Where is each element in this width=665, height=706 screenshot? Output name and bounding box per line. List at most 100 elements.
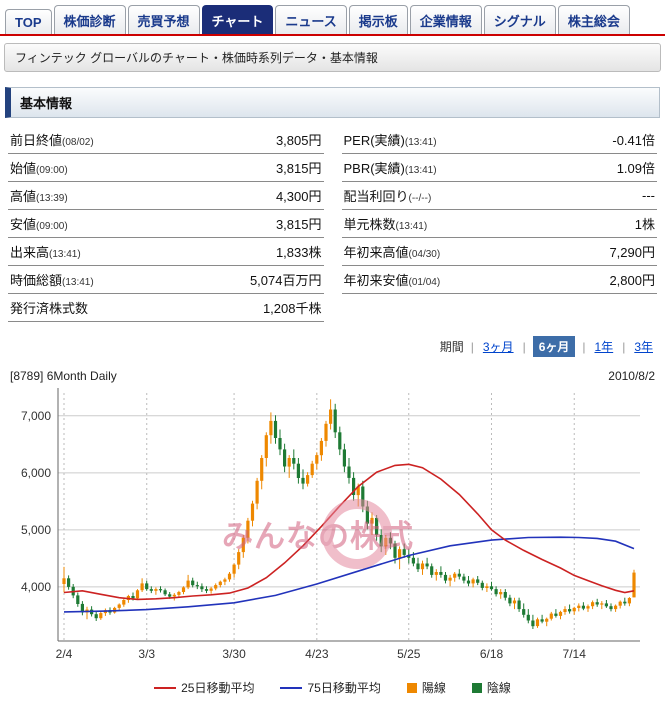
info-value: 4,300円 — [177, 181, 324, 210]
info-label: 年初来安値(01/04) — [341, 265, 553, 294]
period-option-1[interactable]: 3ヶ月 — [482, 340, 514, 354]
separator: | — [470, 339, 474, 354]
nav-tab-1[interactable]: TOP — [5, 9, 52, 34]
legend-label: 75日移動平均 — [307, 681, 381, 695]
legend-item-1: 25日移動平均 — [154, 679, 254, 696]
info-label: 出来高(13:41) — [8, 237, 178, 266]
info-row: 年初来高値(04/30) 7,290円 — [341, 237, 657, 266]
info-label-time: (01/04) — [408, 277, 441, 288]
info-label: 発行済株式数 — [8, 293, 178, 322]
nav-tab-4[interactable]: チャート — [201, 5, 274, 34]
info-value: 1,833株 — [177, 237, 324, 266]
info-value: 1.09倍 — [552, 153, 657, 182]
info-table-right-body: PER(実績)(13:41) -0.41倍 PBR(実績)(13:41) 1.09倍配… — [341, 126, 657, 294]
svg-text:6/18: 6/18 — [480, 647, 504, 661]
info-value: 1株 — [552, 209, 657, 238]
legend-line-swatch — [154, 686, 177, 689]
info-label: PBR(実績)(13:41) — [341, 153, 553, 182]
info-label-time: (--/--) — [408, 193, 432, 204]
section-header: 基本情報 — [5, 87, 660, 118]
candles-layer — [62, 399, 636, 629]
info-row: 単元株数(13:41) 1株 — [341, 209, 657, 238]
info-row: 安値(09:00) 3,815円 — [8, 209, 324, 238]
nav-tab-7[interactable]: 企業情報 — [409, 5, 482, 34]
info-label: PER(実績)(13:41) — [341, 126, 553, 154]
info-value: -0.41倍 — [552, 126, 657, 154]
info-label: 配当利回り(--/--) — [341, 181, 553, 210]
svg-text:4,000: 4,000 — [21, 580, 51, 594]
svg-text:6,000: 6,000 — [21, 466, 51, 480]
info-value: 5,074百万円 — [177, 265, 324, 294]
axis-layer — [57, 388, 640, 642]
info-value: 3,815円 — [177, 209, 324, 238]
info-value: 1,208千株 — [177, 293, 324, 322]
info-row: 年初来安値(01/04) 2,800円 — [341, 265, 657, 294]
svg-text:2/4: 2/4 — [56, 647, 73, 661]
nav-tab-6[interactable]: 掲示板 — [348, 5, 408, 34]
svg-text:3/30: 3/30 — [222, 647, 246, 661]
separator: | — [582, 339, 586, 354]
info-label-time: (13:39) — [36, 193, 68, 204]
legend-label: 25日移動平均 — [181, 681, 255, 695]
info-label-time: (13:41) — [404, 137, 437, 148]
chart-title: [8789] 6Month Daily — [10, 369, 117, 383]
info-label: 高値(13:39) — [8, 181, 178, 210]
info-label-time: (08/02) — [62, 137, 94, 148]
info-value: 3,815円 — [177, 153, 324, 182]
period-option-4[interactable]: 3年 — [634, 340, 653, 354]
info-label-time: (13:41) — [404, 165, 437, 176]
separator: | — [622, 339, 626, 354]
legend-box-swatch — [406, 682, 417, 693]
info-label: 前日終値(08/02) — [8, 126, 178, 154]
nav-tab-9[interactable]: 株主総会 — [557, 5, 630, 34]
info-label: 安値(09:00) — [8, 209, 178, 238]
period-option-2[interactable]: 6ヶ月 — [532, 336, 576, 357]
info-row: 前日終値(08/02) 3,805円 — [8, 126, 324, 154]
svg-text:3/3: 3/3 — [138, 647, 155, 661]
info-label-time: (13:41) — [395, 221, 428, 232]
info-label-time: (09:00) — [36, 165, 68, 176]
breadcrumb-text: フィンテック グローバルのチャート・株価時系列データ・基本情報 — [15, 51, 378, 65]
price-chart: 4,000 5,000 6,000 7,000 2/4 3/3 3/30 4/23 5/25 6/… — [21, 388, 640, 661]
legend-item-3: 陽線 — [406, 679, 446, 696]
chart-area: 4,000 5,000 6,000 7,000 2/4 3/3 3/30 4/23 5/25 6/… — [0, 383, 665, 673]
info-label-time: (09:00) — [36, 221, 68, 232]
y-axis-labels: 4,000 5,000 6,000 7,000 — [21, 409, 51, 594]
info-row: 発行済株式数 1,208千株 — [8, 293, 324, 322]
period-label: 期間 — [439, 340, 464, 354]
nav-tab-3[interactable]: 売買予想 — [127, 5, 200, 34]
legend-label: 陽線 — [421, 681, 446, 695]
nav-tab-5[interactable]: ニュース — [275, 5, 347, 34]
info-table-left-body: 前日終値(08/02) 3,805円 始値(09:00) 3,815円 高値(13:39… — [8, 126, 324, 322]
legend-label: 陰線 — [486, 681, 511, 695]
info-label: 時価総額(13:41) — [8, 265, 178, 294]
info-table-right: PER(実績)(13:41) -0.41倍 PBR(実績)(13:41) 1.09倍配… — [341, 126, 657, 294]
period-option-3[interactable]: 1年 — [594, 340, 614, 354]
chart-header: [8789] 6Month Daily 2010/8/2 — [0, 369, 665, 383]
nav-tab-8[interactable]: シグナル — [483, 5, 556, 34]
svg-text:5/25: 5/25 — [397, 647, 421, 661]
legend-item-2: 75日移動平均 — [280, 679, 381, 696]
info-row: 始値(09:00) 3,815円 — [8, 153, 324, 182]
separator: | — [522, 339, 526, 354]
ma75-line — [63, 536, 635, 613]
legend-box-swatch — [471, 682, 482, 693]
ma25-line — [63, 463, 635, 601]
x-axis-labels: 2/4 3/3 3/30 4/23 5/25 6/18 7/14 — [56, 647, 587, 661]
svg-text:5,000: 5,000 — [21, 523, 51, 537]
info-row: PBR(実績)(13:41) 1.09倍 — [341, 153, 657, 182]
svg-text:7/14: 7/14 — [563, 647, 587, 661]
svg-text:7,000: 7,000 — [21, 409, 51, 423]
info-value: 3,805円 — [177, 126, 324, 154]
info-label: 始値(09:00) — [8, 153, 178, 182]
page-title: 基本情報 — [20, 96, 73, 111]
period-options: | 3ヶ月 | 6ヶ月 | 1年 | 3年 — [471, 336, 655, 357]
info-label-time: (13:41) — [49, 249, 81, 260]
grid-layer — [58, 393, 640, 641]
info-label: 年初来高値(04/30) — [341, 237, 553, 266]
nav-tab-2[interactable]: 株価診断 — [53, 5, 126, 34]
info-value: --- — [552, 181, 657, 210]
info-row: 配当利回り(--/--) --- — [341, 181, 657, 210]
chart-date: 2010/8/2 — [608, 369, 655, 383]
info-row: 出来高(13:41) 1,833株 — [8, 237, 324, 266]
